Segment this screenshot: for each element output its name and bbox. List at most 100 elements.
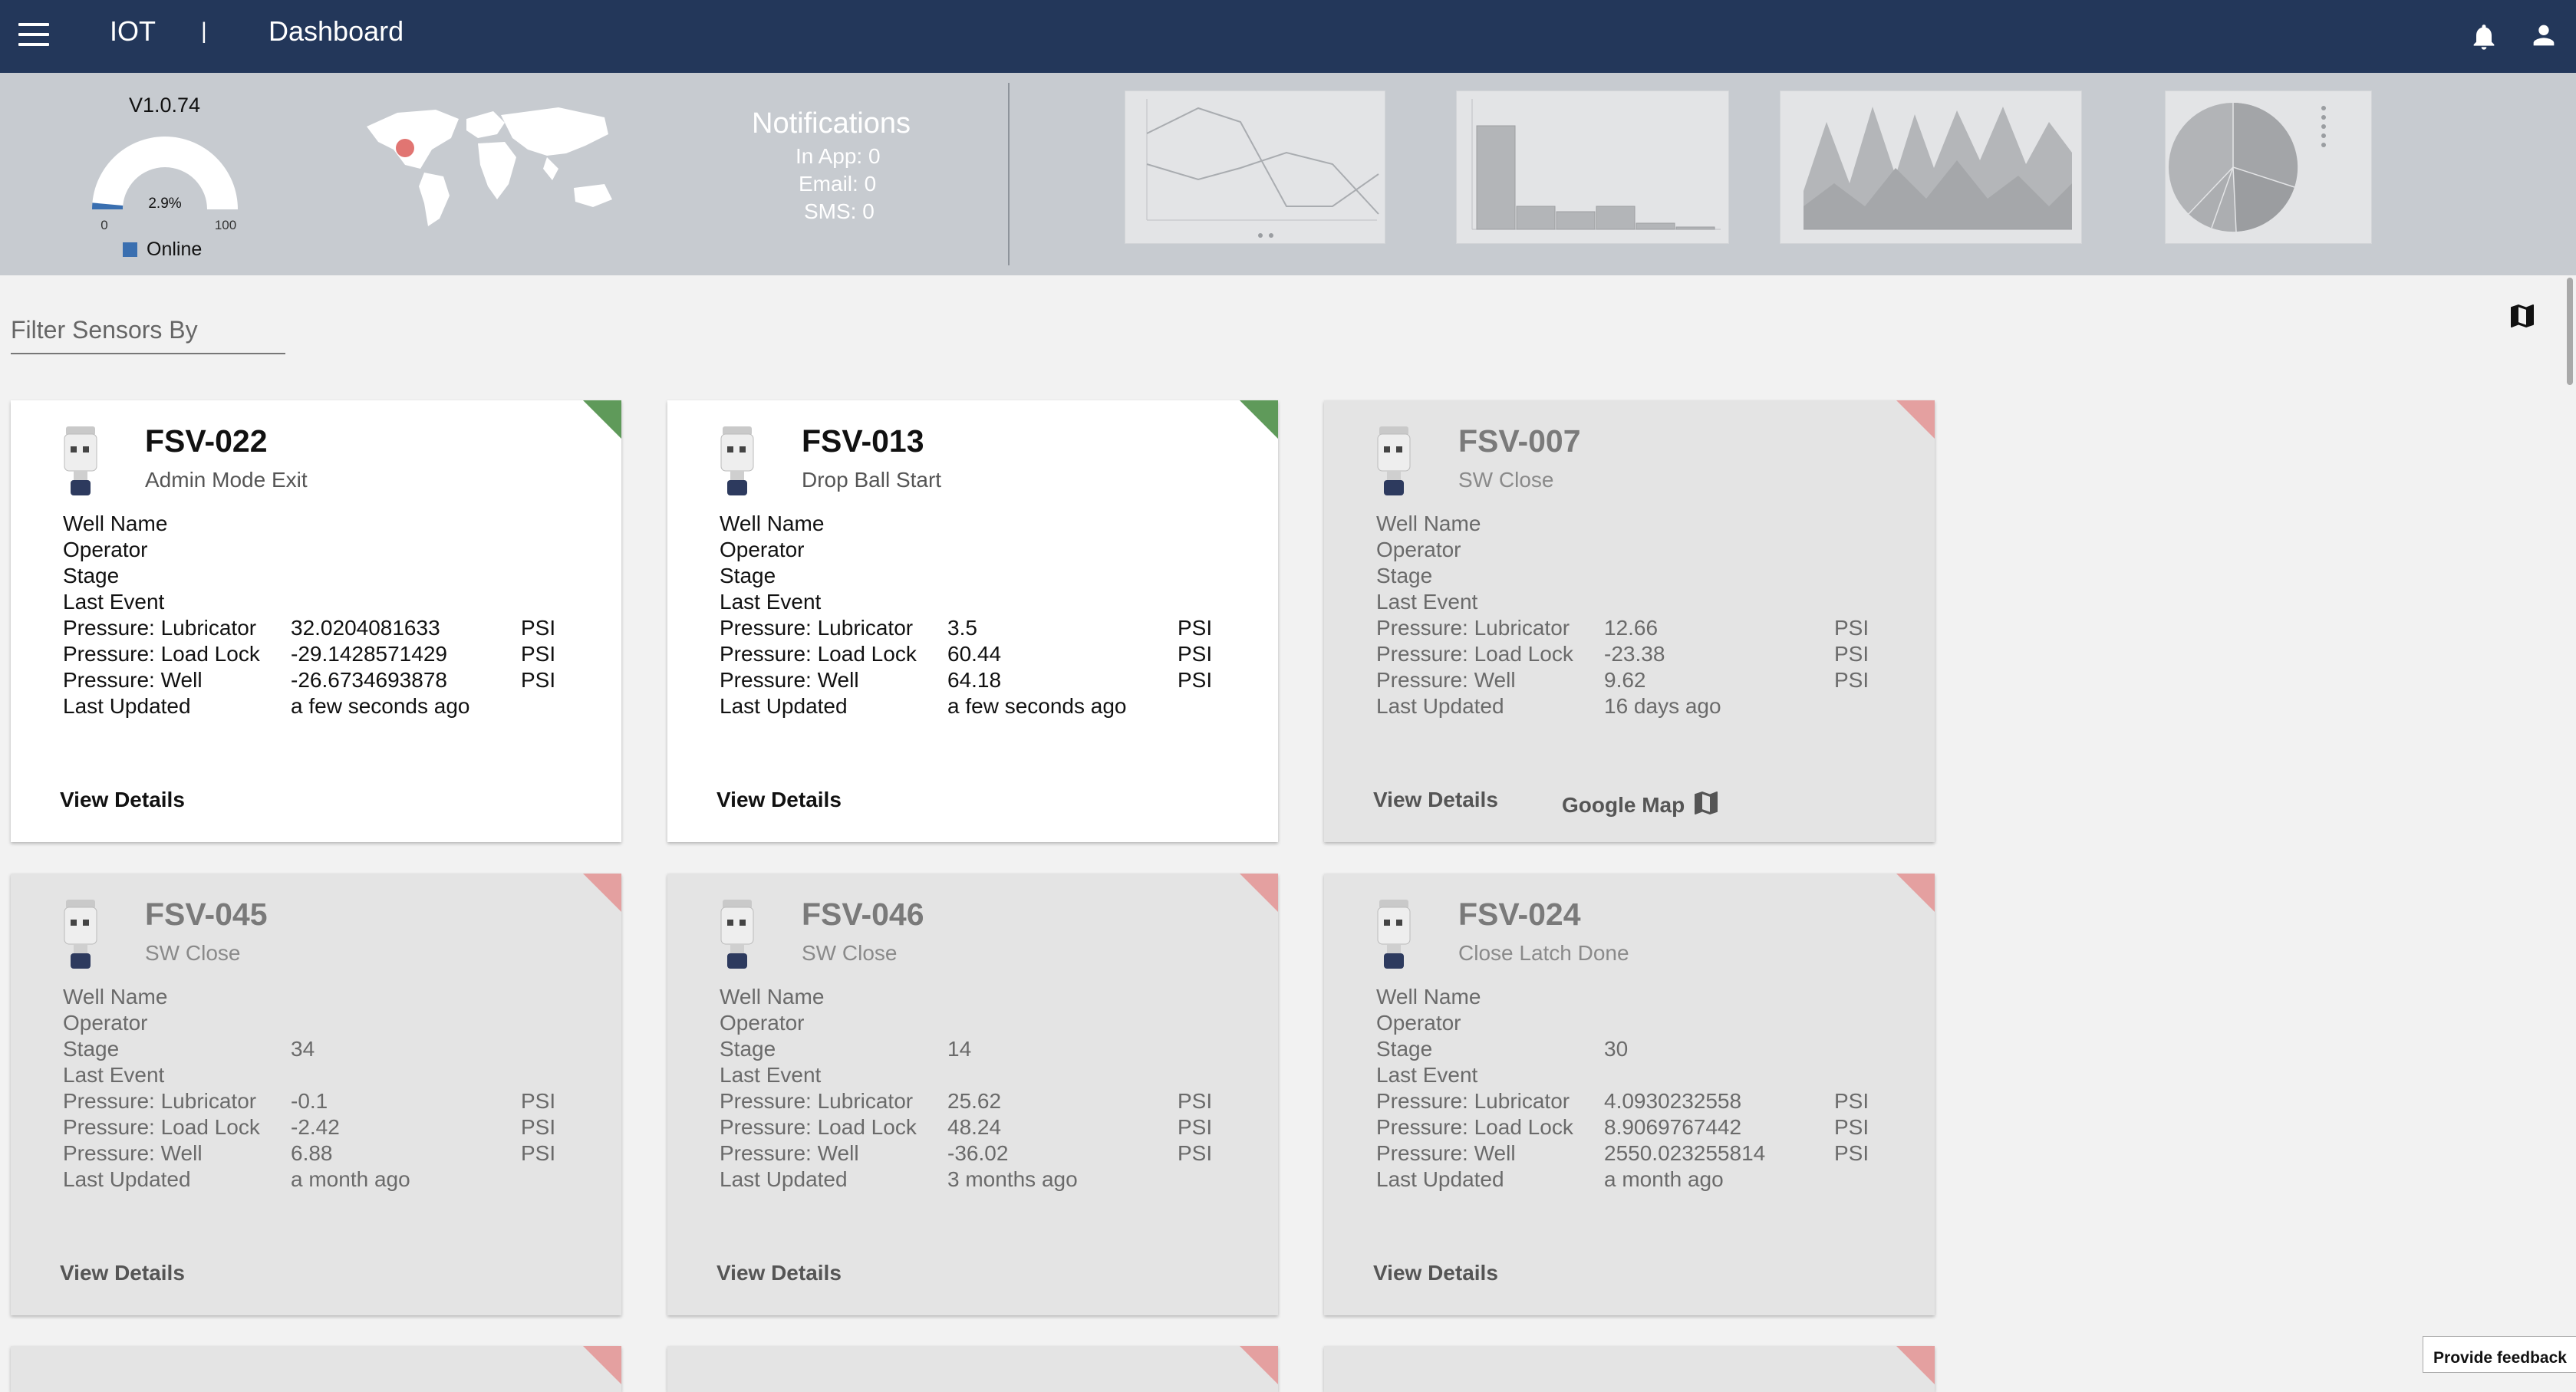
filter-sensors-input[interactable] xyxy=(11,307,285,354)
sensor-field-row: Last Updated 3 months ago xyxy=(720,1167,1257,1193)
field-label: Operator xyxy=(63,1011,148,1035)
field-value: -26.6734693878 xyxy=(291,668,447,692)
sensor-field-row: Well Name xyxy=(720,511,1257,537)
line-chart-thumbnail[interactable] xyxy=(1125,90,1385,244)
sensor-id: FSV-022 xyxy=(145,423,268,459)
field-unit: PSI xyxy=(1834,1089,1869,1113)
sensor-id: FSV-024 xyxy=(1458,897,1581,932)
view-details-button[interactable]: View Details xyxy=(716,788,842,811)
field-value: 48.24 xyxy=(947,1115,1002,1139)
field-label: Last Updated xyxy=(1376,694,1504,718)
view-details-button[interactable]: View Details xyxy=(1373,788,1498,811)
field-label: Pressure: Well xyxy=(1376,1141,1516,1165)
status-corner-indicator xyxy=(1896,400,1935,439)
sensor-field-row: Operator xyxy=(720,537,1257,563)
sensor-status: Drop Ball Start xyxy=(802,468,942,492)
sensor-card-partial xyxy=(11,1346,621,1392)
status-corner-indicator xyxy=(583,400,621,439)
field-value: 14 xyxy=(947,1037,972,1061)
field-label: Operator xyxy=(720,538,805,561)
sensor-field-row: Operator xyxy=(1376,1010,1913,1036)
field-label: Stage xyxy=(63,564,120,587)
field-label: Well Name xyxy=(720,985,825,1009)
google-map-label: Google Map xyxy=(1562,793,1685,817)
sensor-field-row: Well Name xyxy=(1376,511,1913,537)
field-label: Pressure: Well xyxy=(63,1141,203,1165)
field-value: -2.42 xyxy=(291,1115,340,1139)
sensor-field-row: Pressure: Lubricator 12.66 PSI xyxy=(1376,615,1913,641)
status-corner-indicator xyxy=(1240,874,1278,912)
notif-sms: SMS: 0 xyxy=(804,199,875,223)
status-corner-indicator xyxy=(583,1346,621,1384)
online-legend-label: Online xyxy=(147,239,203,260)
view-details-button[interactable]: View Details xyxy=(60,788,185,811)
sensor-device-icon xyxy=(1377,900,1411,969)
notifications-title: Notifications xyxy=(752,107,911,140)
person-icon[interactable] xyxy=(2528,20,2559,51)
field-label: Well Name xyxy=(63,512,168,535)
status-corner-indicator xyxy=(1240,1346,1278,1384)
location-marker xyxy=(396,139,414,157)
field-unit: PSI xyxy=(521,642,556,666)
menu-icon[interactable] xyxy=(18,23,49,49)
field-value: 16 days ago xyxy=(1604,694,1721,718)
bell-icon[interactable] xyxy=(2469,20,2499,54)
sensor-field-row: Pressure: Lubricator 3.5 PSI xyxy=(720,615,1257,641)
sensor-device-icon xyxy=(64,900,97,969)
field-label: Stage xyxy=(720,564,776,587)
online-legend: Online xyxy=(123,239,202,261)
field-label: Last Updated xyxy=(63,694,191,718)
sensor-field-row: Well Name xyxy=(1376,984,1913,1010)
sensor-fields: Well Name Operator Stage Last Event Pres… xyxy=(63,511,600,719)
page-scrollbar[interactable] xyxy=(2567,278,2573,385)
field-value: 2550.023255814 xyxy=(1604,1141,1766,1165)
sensor-status: Close Latch Done xyxy=(1458,941,1629,965)
field-value: -36.02 xyxy=(947,1141,1009,1165)
sensor-field-row: Pressure: Well 9.62 PSI xyxy=(1376,667,1913,693)
pie-chart-thumbnail[interactable] xyxy=(2165,90,2372,244)
view-details-button[interactable]: View Details xyxy=(60,1261,185,1285)
top-app-bar: IOT | Dashboard xyxy=(0,0,2576,73)
field-label: Last Updated xyxy=(720,694,848,718)
sensor-field-row: Pressure: Lubricator 4.0930232558 PSI xyxy=(1376,1088,1913,1114)
field-value: 8.9069767442 xyxy=(1604,1115,1742,1139)
sensor-card: FSV-024 Close Latch Done Well Name Opera… xyxy=(1324,874,1935,1315)
field-value: a few seconds ago xyxy=(291,694,470,718)
sensor-device-icon xyxy=(720,900,754,969)
sensor-device-icon xyxy=(720,426,754,495)
sensor-field-row: Pressure: Well 64.18 PSI xyxy=(720,667,1257,693)
field-value: 25.62 xyxy=(947,1089,1002,1113)
field-label: Pressure: Lubricator xyxy=(720,1089,914,1113)
google-map-button[interactable]: Google Map xyxy=(1562,788,1721,818)
sensor-field-row: Stage xyxy=(720,563,1257,589)
field-label: Last Updated xyxy=(720,1167,848,1191)
view-details-button[interactable]: View Details xyxy=(1373,1261,1498,1285)
sensor-field-row: Pressure: Well -36.02 PSI xyxy=(720,1140,1257,1167)
field-label: Pressure: Well xyxy=(720,1141,859,1165)
gauge-value: 2.9% xyxy=(148,196,181,212)
sensor-field-row: Pressure: Lubricator -0.1 PSI xyxy=(63,1088,600,1114)
map-icon[interactable] xyxy=(2507,301,2538,331)
online-gauge: 2.9% 0 100 xyxy=(92,137,238,232)
sensor-field-row: Pressure: Load Lock 8.9069767442 PSI xyxy=(1376,1114,1913,1140)
sensor-device-icon xyxy=(1377,426,1411,495)
world-map[interactable] xyxy=(351,96,628,234)
sensor-field-row: Well Name xyxy=(63,984,600,1010)
version-label: V1.0.74 xyxy=(129,94,201,117)
sensor-field-row: Last Updated 16 days ago xyxy=(1376,693,1913,719)
notif-email: Email: 0 xyxy=(799,172,877,196)
field-value: 4.0930232558 xyxy=(1604,1089,1742,1113)
field-label: Well Name xyxy=(1376,985,1481,1009)
field-unit: PSI xyxy=(521,668,556,692)
field-value: 60.44 xyxy=(947,642,1002,666)
field-label: Pressure: Lubricator xyxy=(1376,616,1570,640)
field-value: -23.38 xyxy=(1604,642,1665,666)
sensor-fields: Well Name Operator Stage 14 Last Event P… xyxy=(720,984,1257,1193)
field-label: Stage xyxy=(63,1037,120,1061)
view-details-button[interactable]: View Details xyxy=(716,1261,842,1285)
sensor-field-row: Pressure: Lubricator 25.62 PSI xyxy=(720,1088,1257,1114)
area-chart-thumbnail[interactable] xyxy=(1780,90,2082,244)
sensor-field-row: Last Updated a few seconds ago xyxy=(720,693,1257,719)
bar-chart-thumbnail[interactable] xyxy=(1456,90,1729,244)
provide-feedback-button[interactable]: Provide feedback xyxy=(2423,1336,2576,1373)
